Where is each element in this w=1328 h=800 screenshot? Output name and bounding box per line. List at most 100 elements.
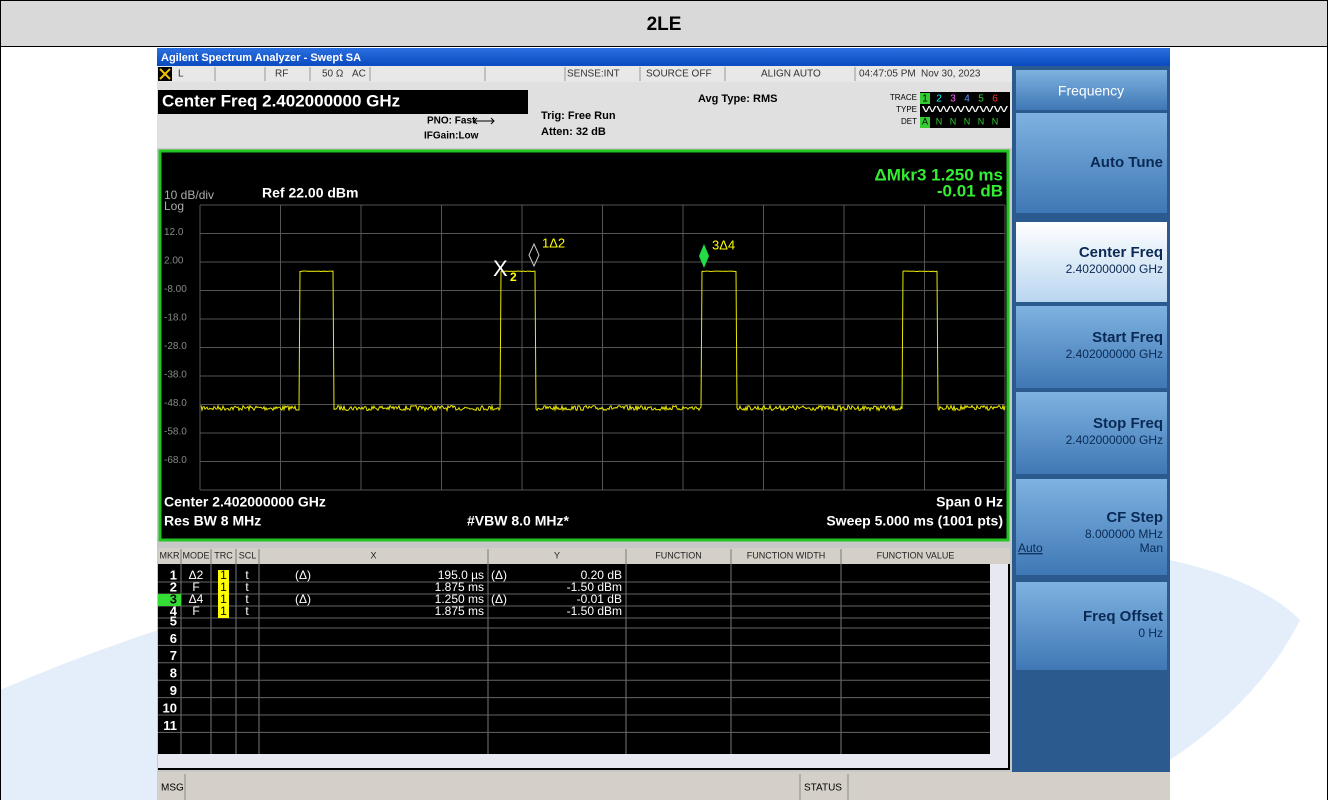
trace-number: 6 <box>992 94 998 105</box>
y-value: -0.01 dB <box>577 592 622 606</box>
softkey-header <box>1016 70 1167 110</box>
marker-label: 3Δ4 <box>712 237 735 252</box>
marker-number: 7 <box>170 648 177 663</box>
softkey[interactable] <box>1016 479 1167 575</box>
graph-area <box>158 149 1010 542</box>
y-axis-label: -38.0 <box>164 370 187 381</box>
x-value: 195.0 µs <box>438 568 484 582</box>
softkey-option: Man <box>1140 541 1163 555</box>
h-scrollbar[interactable] <box>158 754 1008 768</box>
marker-trace: 1 <box>220 604 227 618</box>
x-value: 1.250 ms <box>435 592 484 606</box>
trace-cell <box>218 594 229 606</box>
det-value: N <box>936 116 943 126</box>
softkey[interactable] <box>1016 582 1167 670</box>
x-value: 1.875 ms <box>435 604 484 618</box>
ifgain: IFGain:Low <box>424 131 479 142</box>
marker-trace: 1 <box>220 580 227 594</box>
x-ref: (Δ) <box>295 568 311 582</box>
trace-cell <box>218 606 229 618</box>
marker-number: 8 <box>170 666 177 681</box>
det-label: DET <box>901 117 917 126</box>
column-header: TRC <box>214 550 233 560</box>
softkey-label: Freq Offset <box>1083 608 1163 625</box>
marker-diamond <box>528 242 540 268</box>
background-swoosh <box>1170 560 1300 760</box>
title-bar <box>157 48 1170 66</box>
det-value: N <box>992 116 999 126</box>
status-text: L <box>178 69 184 80</box>
type-label: TYPE <box>896 105 917 114</box>
marker-number: 9 <box>170 683 177 698</box>
column-header: MODE <box>183 550 210 560</box>
scale-type: Log <box>164 199 184 213</box>
marker-label: 1Δ2 <box>542 235 565 250</box>
trace-box <box>920 92 1010 128</box>
scrollbar[interactable] <box>990 564 1008 762</box>
softkey-value: 2.402000000 GHz <box>1066 433 1163 447</box>
marker-mode: Δ4 <box>189 592 204 606</box>
trace-number: 3 <box>950 94 956 105</box>
res-bw: Res BW 8 MHz <box>164 513 261 529</box>
status-text: Nov 30, 2023 <box>921 69 981 80</box>
det-value: N <box>964 116 971 126</box>
trace-label: TRACE <box>890 93 917 102</box>
status-label: STATUS <box>804 783 842 794</box>
trace-cell <box>218 582 229 594</box>
marker-number: 11 <box>163 718 177 733</box>
ref-level: Ref 22.00 dBm <box>262 185 358 201</box>
center-freq-box <box>158 90 528 114</box>
softkey-label: Start Freq <box>1092 329 1163 346</box>
trace-number: 5 <box>978 94 984 105</box>
marker-scale: t <box>245 580 249 594</box>
column-header: SCL <box>239 550 257 560</box>
marker-number: 1 <box>170 567 177 582</box>
marker-diamond <box>699 244 709 268</box>
softkey[interactable] <box>1016 392 1167 474</box>
marker-number: 3 <box>170 591 177 606</box>
vbw: #VBW 8.0 MHz* <box>467 513 569 529</box>
span: Span 0 Hz <box>936 494 1003 510</box>
marker-readout: ΔMkr3 1.250 ms <box>875 165 1003 184</box>
trace-type: WWWWWW <box>922 105 1009 114</box>
y-value: 0.20 dB <box>581 568 622 582</box>
column-header: FUNCTION VALUE <box>877 550 955 560</box>
y-axis-label: -48.0 <box>164 398 187 409</box>
column-header: FUNCTION WIDTH <box>747 550 826 560</box>
softkey[interactable] <box>1016 222 1167 302</box>
y-ref: (Δ) <box>491 568 507 582</box>
status-text: SOURCE OFF <box>646 69 712 80</box>
det-value: A <box>922 116 928 126</box>
row-highlight <box>158 594 181 606</box>
trace-number: 4 <box>964 94 970 105</box>
marker-number: 2 <box>170 579 177 594</box>
marker-trace: 1 <box>220 592 227 606</box>
softkey-value: 2.402000000 GHz <box>1066 347 1163 361</box>
header-bar <box>0 0 1328 47</box>
marker-label: X <box>493 256 508 281</box>
softkey-value: 2.402000000 GHz <box>1066 262 1163 276</box>
status-text: 50 Ω <box>322 69 344 80</box>
status-text: 04:47:05 PM <box>859 69 916 80</box>
marker-mode: F <box>192 604 199 618</box>
arrow-icon <box>473 117 495 125</box>
y-axis-label: -58.0 <box>164 427 187 438</box>
center-freq: Center Freq 2.402000000 GHz <box>162 91 400 110</box>
y-value: -1.50 dBm <box>567 580 622 594</box>
y-axis-label: -28.0 <box>164 341 187 352</box>
y-value: -1.50 dBm <box>567 604 622 618</box>
marker-number: 5 <box>170 613 177 628</box>
softkey-label: CF Step <box>1106 509 1163 526</box>
y-ref: (Δ) <box>491 592 507 606</box>
softkey[interactable] <box>1016 113 1167 213</box>
softkey[interactable] <box>1016 306 1167 388</box>
scale: 10 dB/div <box>164 188 214 202</box>
y-axis-label: -18.0 <box>164 313 187 324</box>
trace-number: 2 <box>936 94 942 105</box>
softkey-label: Center Freq <box>1079 244 1163 261</box>
marker-mode: Δ2 <box>189 568 204 582</box>
status-text: AC <box>352 69 366 80</box>
status-text: SENSE:INT <box>567 69 620 80</box>
marker-number: 6 <box>170 631 177 646</box>
